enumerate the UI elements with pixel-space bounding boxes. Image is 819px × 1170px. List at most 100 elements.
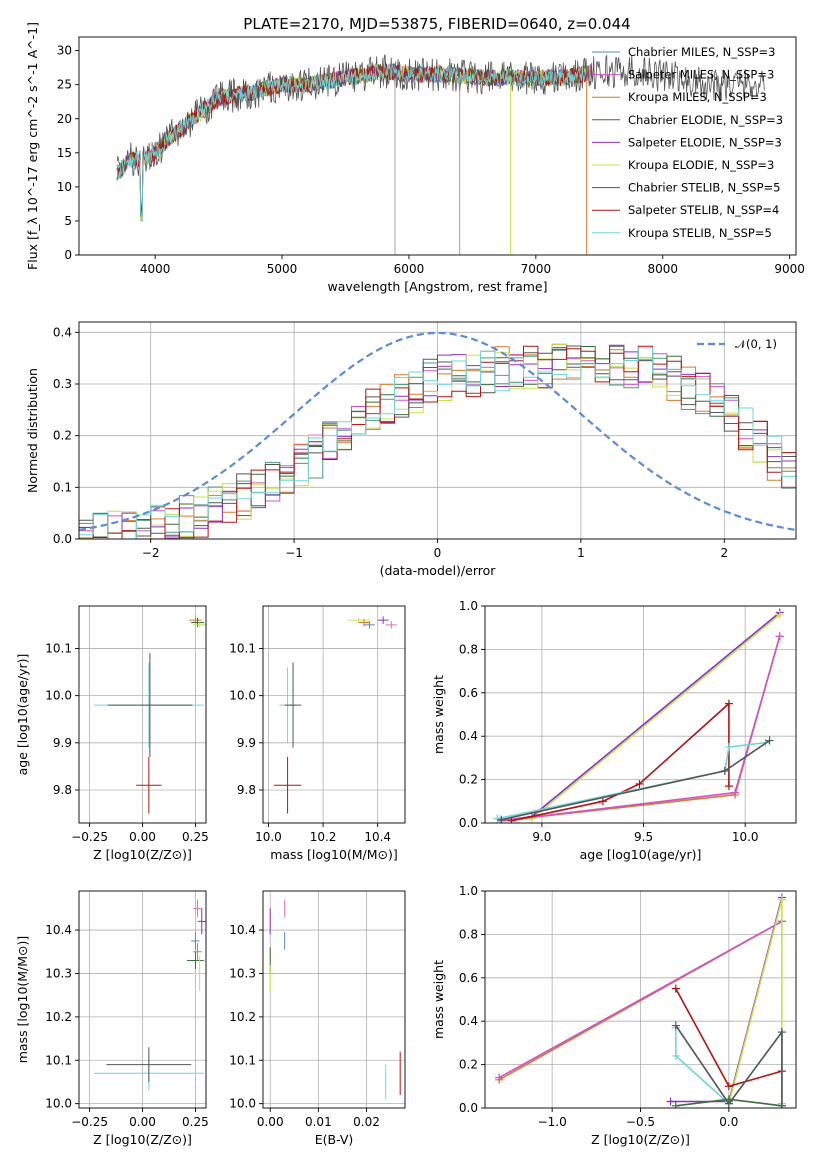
spectrum-line-kroupa-elodie: [116, 63, 587, 222]
x-tick-label: 0: [434, 546, 442, 560]
x-tick-label: 10.4: [364, 830, 391, 844]
weight-point: [635, 779, 644, 788]
y-tick-label: 10.3: [45, 966, 72, 980]
y-tick-label: 0.4: [459, 729, 478, 743]
normal-curve: [79, 331, 796, 531]
y-tick-label: 0.3: [53, 377, 72, 391]
histogram-kroupa-stelib: [79, 347, 796, 539]
x-axis-label: E(B-V): [315, 1132, 354, 1147]
spectrum-line-chabrier-miles: [116, 62, 587, 222]
x-tick-label: −1: [285, 546, 303, 560]
x-tick-label: 9.5: [634, 830, 653, 844]
massweight-vs-age-panel: 9.0 9.5 10.0 0.0 0.2 0.4 0.6 0.8 1.0 age [log10(a…: [431, 599, 797, 862]
y-tick-label: 0.2: [459, 1058, 478, 1072]
y-tick-label: 15: [57, 146, 72, 160]
plot-frame: [484, 605, 797, 824]
y-axis-label: Flux [f_λ 10^-17 erg cm^-2 s^-1 A^-1]: [25, 22, 40, 270]
y-tick-label: 10.4: [229, 923, 256, 937]
x-axis-label: (data-model)/error: [380, 563, 497, 578]
x-tick-label: −0.25: [71, 830, 108, 844]
residuals-panel: −2 −1 0 1 2 0.0 0.1 0.2 0.3 0.4 (data-model)/error…: [25, 321, 797, 578]
weight-point: [724, 699, 733, 708]
y-tick-label: 0.4: [53, 325, 72, 339]
plot-area: [493, 608, 784, 823]
weight-point: [724, 743, 733, 752]
plot-area: [273, 616, 397, 814]
plot-frame: [262, 890, 406, 1109]
weight-point: [598, 797, 607, 806]
y-tick-label: 0.0: [459, 816, 478, 830]
x-tick-label: 8000: [647, 262, 678, 276]
weight-point: [671, 1051, 680, 1060]
y-tick-label: 0.6: [459, 971, 478, 985]
weight-line-salpeter-miles: [498, 920, 783, 1079]
spectrum-title: PLATE=2170, MJD=53875, FIBERID=0640, z=0…: [243, 15, 630, 33]
weight-point: [777, 895, 786, 904]
y-tick-label: 10.3: [229, 966, 256, 980]
x-tick-label: −0.5: [626, 1115, 655, 1129]
y-tick-label: 0.2: [459, 773, 478, 787]
weight-point: [731, 788, 740, 797]
mass-vs-metallicity-panel: −0.25 0.00 0.25 10.0 10.1 10.2 10.3 10.4 Z [log1…: [15, 890, 209, 1147]
y-tick-label: 20: [57, 112, 72, 126]
y-tick-label: 9.8: [237, 783, 256, 797]
x-tick-label: 0.25: [182, 1115, 209, 1129]
y-tick-label: 0.1: [53, 480, 72, 494]
histogram-salpeter-stelib: [79, 345, 796, 539]
x-tick-label: 0.00: [129, 830, 156, 844]
plot-area: [495, 893, 786, 1108]
weight-point: [724, 1095, 733, 1104]
y-tick-label: 9.9: [237, 736, 256, 750]
weight-point: [671, 984, 680, 993]
y-tick-label: 10.1: [45, 1053, 72, 1067]
y-tick-label: 5: [64, 214, 72, 228]
x-tick-label: 0.02: [353, 1115, 380, 1129]
y-tick-label: 10.0: [45, 1097, 72, 1111]
x-tick-label: 5000: [267, 262, 298, 276]
plot-frame: [78, 36, 797, 256]
weight-point: [777, 1101, 786, 1108]
legend-entry: Chabrier MILES, N_SSP=3: [628, 45, 775, 59]
plot-frame: [78, 605, 207, 824]
x-tick-label: 10.0: [732, 830, 759, 844]
weight-point: [775, 610, 784, 619]
legend-entry: Kroupa MILES, N_SSP=3: [628, 90, 767, 104]
x-tick-label: −2: [142, 546, 160, 560]
y-tick-label: 30: [57, 44, 72, 58]
plot-area: [93, 899, 206, 1091]
x-axis-label: Z [log10(Z/Z⊙)]: [591, 1132, 690, 1147]
weight-point: [765, 736, 774, 745]
y-axis-label: mass [log10(M/M⊙)]: [15, 936, 30, 1064]
x-tick-label: 0.00: [129, 1115, 156, 1129]
y-axis-label: mass weight: [431, 675, 446, 754]
y-tick-label: 10.2: [229, 1010, 256, 1024]
x-tick-label: −1.0: [538, 1115, 567, 1129]
x-tick-label: 10.2: [310, 830, 337, 844]
y-tick-label: 9.8: [53, 783, 72, 797]
legend-entry: Kroupa STELIB, N_SSP=5: [628, 226, 772, 240]
age-vs-metallicity-panel: −0.25 0.00 0.25 9.8 9.9 10.0 10.1 Z [log10(Z/Z⊙…: [15, 605, 209, 862]
x-tick-label: −0.25: [71, 1115, 108, 1129]
y-axis-label: mass weight: [431, 960, 446, 1039]
legend-entry: Chabrier STELIB, N_SSP=5: [628, 181, 780, 195]
y-tick-label: 0.8: [459, 927, 478, 941]
x-tick-label: 9000: [774, 262, 805, 276]
weight-point: [724, 782, 733, 791]
legend-entry: Kroupa ELODIE, N_SSP=3: [628, 158, 774, 172]
legend-entry: 𝒩(0, 1): [735, 337, 777, 351]
weight-point: [720, 766, 729, 775]
weight-point: [495, 1073, 504, 1082]
y-tick-label: 10.2: [45, 1010, 72, 1024]
legend-entry: Salpeter STELIB, N_SSP=4: [628, 203, 779, 217]
y-tick-label: 10.0: [229, 689, 256, 703]
spectrum-line-chabrier-stelib: [116, 54, 765, 217]
x-axis-label: age [log10(age/yr)]: [580, 847, 702, 862]
weight-point: [666, 1097, 675, 1106]
plot-area: [269, 899, 401, 1100]
x-axis-label: wavelength [Angstrom, rest frame]: [327, 279, 547, 294]
spectrum-line-chabrier-elodie: [116, 63, 587, 221]
y-tick-label: 10.1: [45, 641, 72, 655]
y-tick-label: 0.0: [53, 532, 72, 546]
y-tick-label: 25: [57, 78, 72, 92]
